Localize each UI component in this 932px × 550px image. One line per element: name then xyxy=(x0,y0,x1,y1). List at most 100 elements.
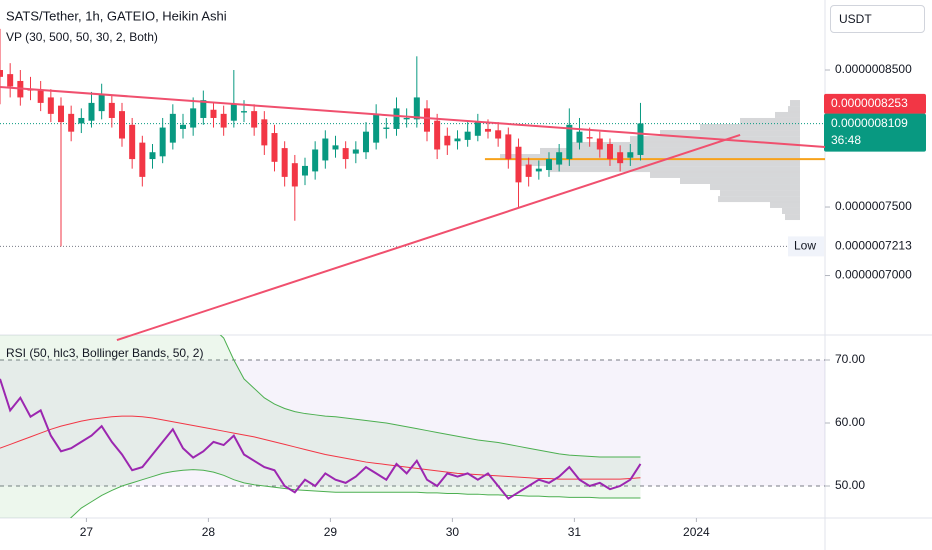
candle-body xyxy=(586,137,593,139)
volume-profile-row xyxy=(520,160,800,167)
volume-profile-row xyxy=(770,201,800,208)
y-tick-label: 0.0000007000 xyxy=(835,268,912,282)
candle-body xyxy=(98,94,105,112)
candle-body xyxy=(515,146,522,183)
candle-body xyxy=(362,131,369,153)
candle-body xyxy=(78,117,85,124)
candle-body xyxy=(251,111,258,128)
current-price-box xyxy=(824,113,926,152)
candle-body xyxy=(423,108,430,132)
candle-body xyxy=(210,109,217,118)
candle-body xyxy=(617,152,624,164)
candle-body xyxy=(596,138,603,150)
x-tick-label: 30 xyxy=(446,525,460,539)
candle-body xyxy=(332,145,339,150)
x-tick-label: 27 xyxy=(80,525,94,539)
candle-body xyxy=(312,149,319,172)
volume-profile-row xyxy=(700,124,800,131)
low-name-box xyxy=(788,236,824,257)
low-name: Low xyxy=(794,239,816,253)
candle-body xyxy=(230,104,237,121)
rsi-y-tick-label: 50.00 xyxy=(835,478,865,492)
volume-profile-row xyxy=(790,100,800,107)
candle-body xyxy=(169,113,176,143)
candle-body xyxy=(261,119,268,146)
rsi-y-tick-label: 60.00 xyxy=(835,415,865,429)
current-price-label: 0.0000008109 xyxy=(831,116,908,130)
volume-profile-row xyxy=(500,154,800,161)
volume-profile-row xyxy=(785,214,800,221)
candle-body xyxy=(495,130,502,139)
candle-body xyxy=(474,122,481,136)
last-price-label: 0.0000008253 xyxy=(831,96,908,110)
candle-body xyxy=(57,105,64,123)
candle-body xyxy=(352,149,359,154)
volume-profile-row xyxy=(540,147,800,154)
trendline xyxy=(0,86,826,149)
candle-body xyxy=(37,90,44,103)
candle-body xyxy=(566,124,573,160)
volume-profile-row xyxy=(718,196,800,203)
volume-profile-row xyxy=(740,117,800,124)
candle-body xyxy=(525,164,532,177)
candle-body xyxy=(484,128,491,132)
rsi-series-line xyxy=(0,378,642,500)
volume-profile-row xyxy=(788,106,800,113)
candle-body xyxy=(454,138,461,142)
candle-body xyxy=(118,111,125,139)
candle-body xyxy=(200,100,207,118)
volume-profile-row xyxy=(660,130,800,137)
candle-body xyxy=(637,123,644,155)
candle-body xyxy=(393,108,400,129)
candle-body xyxy=(403,117,410,120)
candle-body xyxy=(434,120,441,150)
candle-body xyxy=(0,70,3,77)
candle-body xyxy=(281,148,288,177)
candle-body xyxy=(556,152,563,165)
indicator-label: VP (30, 500, 50, 30, 2, Both) xyxy=(6,30,158,44)
candle-body xyxy=(606,144,613,160)
last-price-box xyxy=(824,93,926,114)
volume-profile-row xyxy=(775,111,800,118)
candle-body xyxy=(291,163,298,187)
rsi-pane xyxy=(0,335,825,518)
volume-profile-row xyxy=(550,166,800,173)
candle-body xyxy=(545,159,552,171)
y-tick-label: 0.0000008500 xyxy=(835,62,912,76)
rsi-series-line xyxy=(219,335,641,458)
candle-body xyxy=(108,102,115,118)
volume-profile-row xyxy=(680,177,800,184)
rsi-series-line xyxy=(69,469,641,518)
candle-body xyxy=(47,97,54,114)
candle-body xyxy=(240,111,247,113)
candle-body xyxy=(373,113,380,143)
countdown-label: 36:48 xyxy=(831,133,861,147)
low-label: 0.0000007213 xyxy=(835,239,912,253)
candle-body xyxy=(413,97,420,120)
candle-body xyxy=(139,142,146,177)
candle-body xyxy=(444,135,451,146)
candle-body xyxy=(190,108,197,128)
bollinger-fill xyxy=(0,335,641,518)
x-tick-label: 28 xyxy=(202,525,216,539)
overlay: 0.0000008500 0.0000007500 0.0000007000 27 28… xyxy=(80,62,926,539)
trendline xyxy=(116,134,741,342)
volume-profile-row xyxy=(570,141,800,148)
volume-profile-row xyxy=(650,171,800,178)
currency-button[interactable]: USDT xyxy=(830,5,925,33)
candle-body xyxy=(464,131,471,140)
volume-profile-row xyxy=(782,208,800,215)
candle-body xyxy=(535,168,542,172)
x-tick-label: 2024 xyxy=(683,525,710,539)
candle-body xyxy=(505,134,512,160)
x-tick-label: 31 xyxy=(568,525,582,539)
candle-body xyxy=(159,127,166,157)
volume-profile-row xyxy=(720,190,800,197)
candle-body xyxy=(271,133,278,162)
candle-body xyxy=(220,113,227,128)
candle-body xyxy=(7,74,14,87)
candle-body xyxy=(627,152,634,158)
candle-body xyxy=(576,131,583,143)
rsi-label: RSI (50, hlc3, Bollinger Bands, 50, 2) xyxy=(6,346,203,360)
candle-body xyxy=(88,102,95,121)
